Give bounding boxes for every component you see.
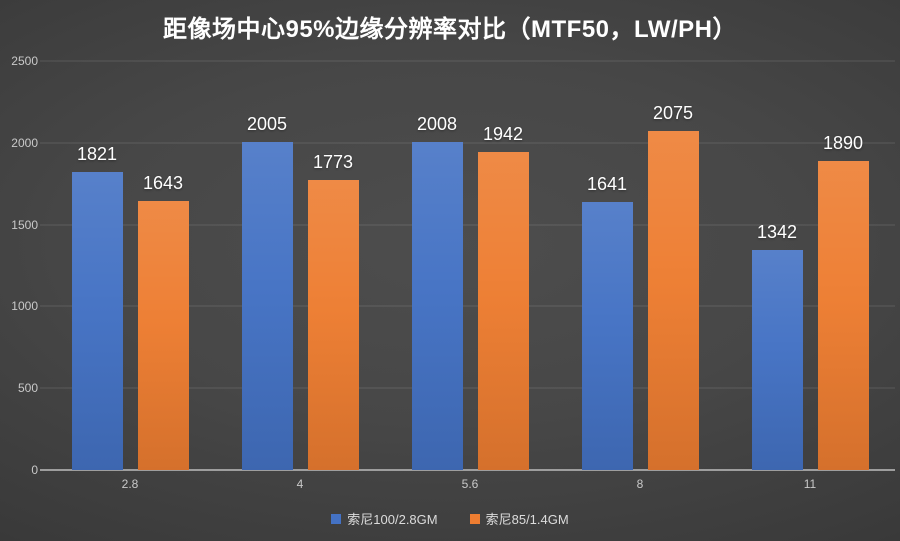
bar-value-label: 2008 xyxy=(416,113,458,134)
bar-column: 1890 xyxy=(817,61,869,470)
gridlines xyxy=(40,60,895,471)
bar xyxy=(647,130,699,470)
bar-value-label: 1342 xyxy=(756,222,798,243)
bar xyxy=(241,141,293,470)
legend: 索尼100/2.8GM 索尼85/1.4GM xyxy=(0,509,900,528)
legend-label: 索尼100/2.8GM xyxy=(347,512,438,527)
bar-column: 2075 xyxy=(647,61,699,470)
bar xyxy=(477,152,529,470)
bar-value-label: 1942 xyxy=(482,124,524,145)
legend-item: 索尼100/2.8GM xyxy=(331,509,438,528)
bar-value-label: 2005 xyxy=(246,113,288,134)
bar-group: 1641 2075 xyxy=(555,61,725,470)
x-tick-label: 8 xyxy=(636,477,644,491)
bar xyxy=(411,141,463,470)
bar-value-label: 1890 xyxy=(822,132,864,153)
x-tick-label: 11 xyxy=(803,477,817,491)
bar-column: 1643 xyxy=(137,61,189,470)
bar xyxy=(751,250,803,470)
bar-group: 1821 1643 xyxy=(45,61,215,470)
y-tick-label: 500 xyxy=(17,381,38,396)
gridline xyxy=(40,142,895,144)
bar-value-label: 1641 xyxy=(586,173,628,194)
gridline xyxy=(40,224,895,226)
bar-column: 2008 xyxy=(411,61,463,470)
y-tick-label: 1000 xyxy=(11,299,38,314)
plot-area: 1821 1643 2005 1773 2008 1942 1641 2075 1342 1890 xyxy=(40,60,895,471)
legend-swatch xyxy=(469,513,480,524)
bar-value-label: 1773 xyxy=(312,151,354,172)
gridline xyxy=(40,305,895,307)
legend-label: 索尼85/1.4GM xyxy=(485,512,569,527)
bar-column: 1942 xyxy=(477,61,529,470)
chart-title: 距像场中心95%边缘分辨率对比（MTF50，LW/PH） xyxy=(162,16,738,43)
bar-value-label: 1643 xyxy=(142,173,184,194)
gridline xyxy=(40,387,895,389)
bar-value-label: 1821 xyxy=(76,144,118,165)
bar-column: 1342 xyxy=(751,61,803,470)
y-tick-label: 1500 xyxy=(11,217,38,232)
x-axis: 2.8 4 5.6 8 11 xyxy=(45,477,895,491)
x-tick-label: 4 xyxy=(296,477,304,491)
legend-item: 索尼85/1.4GM xyxy=(469,509,569,528)
y-tick-label: 2500 xyxy=(11,54,38,68)
bars-area: 1821 1643 2005 1773 2008 1942 1641 2075 1342 1890 xyxy=(45,61,895,470)
x-tick-label: 2.8 xyxy=(121,477,139,491)
bar-column: 2005 xyxy=(241,61,293,470)
bar xyxy=(307,179,359,470)
y-tick-label: 0 xyxy=(31,463,38,477)
bar xyxy=(71,172,123,470)
bar xyxy=(817,160,869,470)
bar-group: 1342 1890 xyxy=(725,61,895,470)
y-tick-label: 2000 xyxy=(11,135,38,150)
bar-column: 1641 xyxy=(581,61,633,470)
bar-column: 1821 xyxy=(71,61,123,470)
y-axis: 0 500 1000 1500 2000 2500 xyxy=(0,54,38,477)
gridline xyxy=(40,60,895,62)
bar-group: 2008 1942 xyxy=(385,61,555,470)
bar-column: 1773 xyxy=(307,61,359,470)
legend-swatch xyxy=(331,513,342,524)
bar-value-label: 2075 xyxy=(652,102,694,123)
bar-group: 2005 1773 xyxy=(215,61,385,470)
bar xyxy=(137,201,189,470)
x-tick-label: 5.6 xyxy=(461,477,479,491)
bar xyxy=(581,201,633,470)
x-axis-baseline xyxy=(40,469,895,471)
